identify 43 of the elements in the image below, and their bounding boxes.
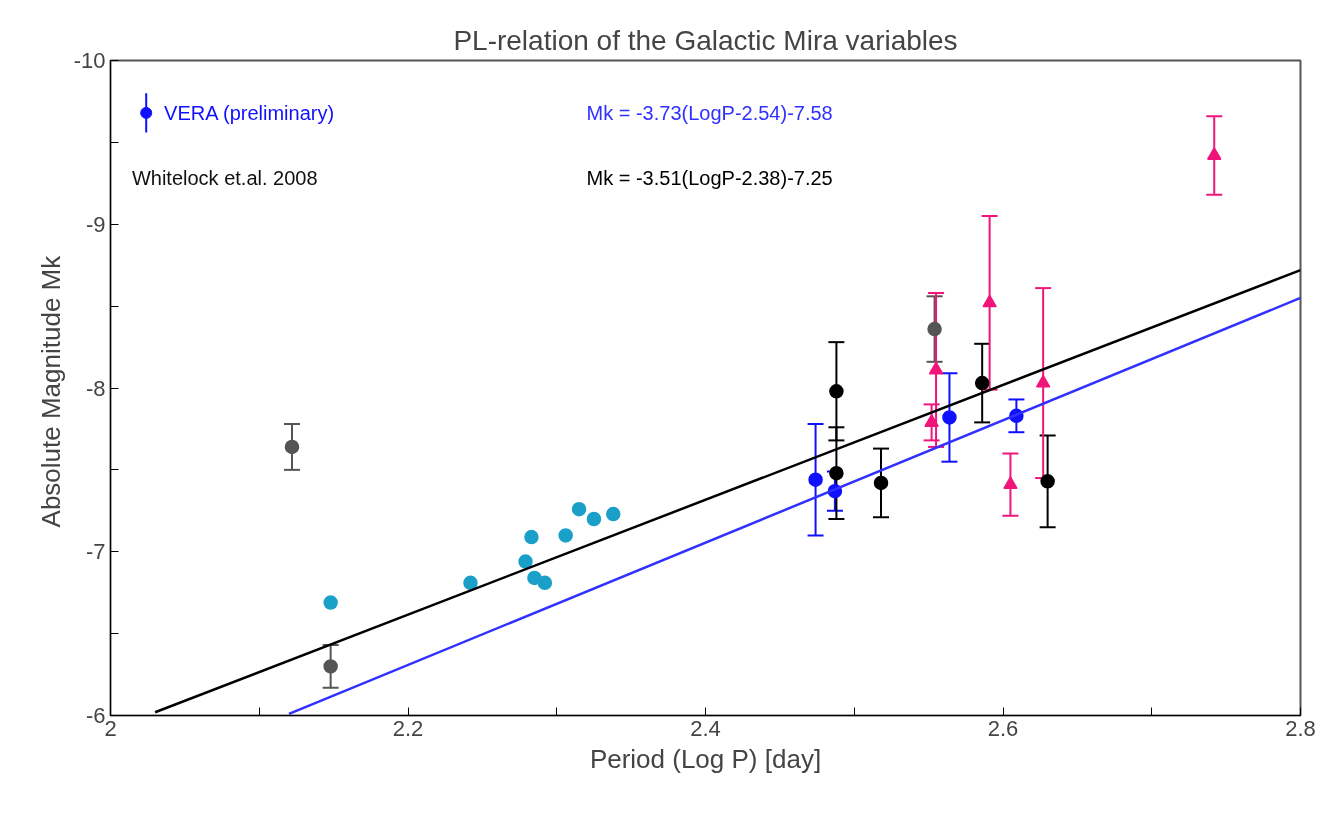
point — [873, 475, 889, 491]
point — [1035, 374, 1051, 388]
point — [808, 472, 823, 487]
point — [558, 528, 573, 543]
x-tick-label: 2 — [104, 715, 117, 741]
point — [284, 439, 300, 455]
point — [537, 575, 553, 591]
point — [1003, 476, 1018, 490]
text: Mk = -3.73(LogP-2.54)-7.58 — [586, 101, 833, 124]
y-tick-label: -8 — [85, 375, 106, 401]
point — [927, 321, 942, 337]
point — [323, 595, 338, 610]
point — [974, 375, 990, 391]
point — [524, 529, 539, 545]
point — [1206, 147, 1222, 160]
y-axis-title: Absolute Magnitude Mk — [35, 254, 66, 528]
point — [571, 501, 587, 517]
text: Mk = -3.51(LogP-2.38)-7.25 — [586, 167, 833, 190]
chart-title: PL-relation of the Galactic Mira variables — [453, 24, 958, 56]
y-tick-label: -9 — [85, 211, 106, 237]
point — [1040, 474, 1055, 489]
y-tick-label: -7 — [85, 539, 106, 565]
annotation: Whitelock et.al. 2008 — [131, 167, 318, 190]
point — [924, 414, 939, 427]
point — [606, 506, 621, 522]
legend-label: VERA (preliminary) — [164, 101, 335, 124]
point — [829, 384, 844, 399]
x-axis-title: Period (Log P) [day] — [589, 743, 822, 774]
point — [463, 575, 478, 591]
y-tick-label: -6 — [85, 703, 106, 728]
x-tick-label: 2.2 — [392, 715, 424, 741]
point — [323, 659, 338, 674]
x-tick-label: 2.6 — [987, 715, 1019, 741]
y-tick-label: -10 — [73, 48, 106, 73]
point — [928, 361, 944, 375]
x-tick-label: 2.8 — [1285, 715, 1316, 741]
point — [829, 465, 844, 481]
point — [527, 570, 542, 586]
point — [942, 410, 957, 425]
point — [518, 554, 533, 569]
point — [586, 511, 602, 527]
point — [982, 294, 997, 308]
x-tick-label: 2.4 — [690, 715, 721, 741]
